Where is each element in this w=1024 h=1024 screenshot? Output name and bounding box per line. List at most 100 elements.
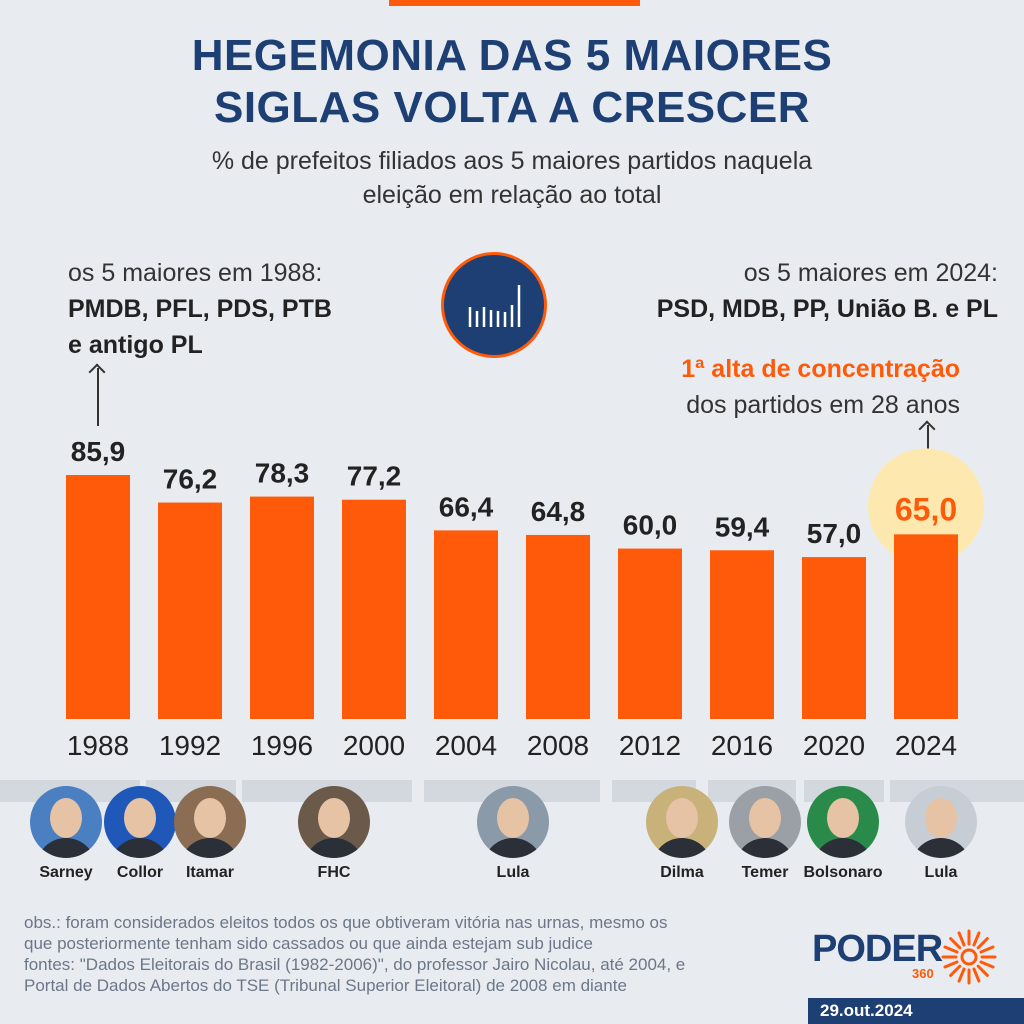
avatar-face xyxy=(497,798,529,838)
top-accent-bar xyxy=(389,0,640,6)
bar-2024 xyxy=(894,534,958,719)
bar-1992 xyxy=(158,502,222,719)
avatar xyxy=(477,786,549,858)
sun-logo-icon xyxy=(941,929,997,985)
avatar xyxy=(174,786,246,858)
value-label-1992: 76,2 xyxy=(163,464,218,495)
bar-1988 xyxy=(66,475,130,719)
avatar-suit xyxy=(735,838,795,858)
arrow-up-icon xyxy=(97,368,99,426)
x-tick-label: 2000 xyxy=(343,730,405,761)
x-tick-label: 2008 xyxy=(527,730,589,761)
avatar xyxy=(729,786,801,858)
president-name: Itamar xyxy=(185,864,235,881)
avatar xyxy=(905,786,977,858)
title-line-1: HEGEMONIA DAS 5 MAIORES xyxy=(191,31,833,80)
avatar-face xyxy=(50,798,82,838)
x-tick-label: 1992 xyxy=(159,730,221,761)
avatar-suit xyxy=(304,838,364,858)
publish-date: 29.out.2024 xyxy=(808,998,1024,1024)
value-label-1988: 85,9 xyxy=(71,436,126,467)
value-label-2016: 59,4 xyxy=(715,511,770,542)
avatar-suit xyxy=(813,838,873,858)
president-name: Lula xyxy=(924,864,958,881)
avatar-suit xyxy=(180,838,240,858)
avatar-suit xyxy=(911,838,971,858)
x-tick-label: 1996 xyxy=(251,730,313,761)
bar-2016 xyxy=(710,550,774,719)
obs-line-1: obs.: foram considerados eleitos todos o… xyxy=(24,913,668,932)
avatar-face xyxy=(124,798,156,838)
president-dilma: Dilma xyxy=(637,786,727,882)
subtitle-line-2: eleição em relação ao total xyxy=(362,181,662,209)
bar-2012 xyxy=(618,548,682,719)
x-tick-label: 2020 xyxy=(803,730,865,761)
note-2024: os 5 maiores em 2024: PSD, MDB, PP, Uniã… xyxy=(578,255,998,327)
avatar-face xyxy=(827,798,859,838)
avatar-face xyxy=(194,798,226,838)
avatar xyxy=(30,786,102,858)
president-collor: Collor xyxy=(95,786,185,882)
source-line-1: fontes: "Dados Eleitorais do Brasil (198… xyxy=(24,955,686,974)
president-name: Bolsonaro xyxy=(803,864,883,881)
avatar xyxy=(298,786,370,858)
concentration-note-rest: dos partidos em 28 anos xyxy=(686,391,960,419)
bar-2008 xyxy=(526,534,590,719)
president-name: Collor xyxy=(116,864,164,881)
president-itamar: Itamar xyxy=(165,786,255,882)
value-label-2004: 66,4 xyxy=(439,491,494,522)
president-lula: Lula xyxy=(468,786,558,882)
bar-2020 xyxy=(802,557,866,719)
x-tick-label: 2024 xyxy=(895,730,957,761)
chart-subtitle: % de prefeitos filiados aos 5 maiores pa… xyxy=(0,144,1024,212)
avatar-face xyxy=(318,798,350,838)
value-label-2012: 60,0 xyxy=(623,510,678,541)
avatar-face xyxy=(666,798,698,838)
bar-chart-icon xyxy=(441,252,547,358)
x-tick-label: 2016 xyxy=(711,730,773,761)
president-bolsonaro: Bolsonaro xyxy=(798,786,888,882)
president-sarney: Sarney xyxy=(21,786,111,882)
bar-1996 xyxy=(250,496,314,719)
subtitle-line-1: % de prefeitos filiados aos 5 maiores pa… xyxy=(211,147,813,175)
arrow-up-icon xyxy=(927,425,929,471)
president-name: Dilma xyxy=(660,864,704,881)
note-2024-line-2: PSD, MDB, PP, União B. e PL xyxy=(656,295,998,323)
bar-chart: 85,9 1988 76,2 1992 78,3 1996 77,2 2000 66,4 2004… xyxy=(66,436,984,761)
president-name: Lula xyxy=(496,864,530,881)
avatar-suit xyxy=(36,838,96,858)
avatar-suit xyxy=(483,838,543,858)
avatar-face xyxy=(749,798,781,838)
note-1988-line-2: PMDB, PFL, PDS, PTB xyxy=(68,295,332,323)
title-line-2: SIGLAS VOLTA A CRESCER xyxy=(213,83,811,132)
president-name: Temer xyxy=(741,864,789,881)
obs-line-2: que posteriormente tenham sido cassados … xyxy=(24,934,593,953)
chart-title: HEGEMONIA DAS 5 MAIORES SIGLAS VOLTA A C… xyxy=(0,30,1024,134)
source-line-2: Portal de Dados Abertos do TSE (Tribunal… xyxy=(24,976,627,995)
note-2024-line-1: os 5 maiores em 2024: xyxy=(743,259,998,287)
avatar-suit xyxy=(652,838,712,858)
x-tick-label: 2004 xyxy=(435,730,497,761)
president-temer: Temer xyxy=(720,786,810,882)
value-label-2008: 64,8 xyxy=(531,496,586,527)
avatar xyxy=(807,786,879,858)
concentration-note-bold: 1ª alta de concentração xyxy=(681,355,960,383)
value-label-1996: 78,3 xyxy=(255,458,310,489)
president-name: FHC xyxy=(317,864,351,881)
president-lula: Lula xyxy=(896,786,986,882)
avatar xyxy=(104,786,176,858)
avatar xyxy=(646,786,718,858)
president-name: Sarney xyxy=(39,864,93,881)
bar-2000 xyxy=(342,499,406,719)
bar-2004 xyxy=(434,530,498,719)
value-label-2000: 77,2 xyxy=(347,461,402,492)
note-1988: os 5 maiores em 1988: PMDB, PFL, PDS, PT… xyxy=(68,255,408,363)
note-1988-line-1: os 5 maiores em 1988: xyxy=(68,259,323,287)
avatar-face xyxy=(925,798,957,838)
value-label-2020: 57,0 xyxy=(807,518,862,549)
x-tick-label: 1988 xyxy=(67,730,129,761)
footnote: obs.: foram considerados eleitos todos o… xyxy=(24,912,804,996)
avatar-suit xyxy=(110,838,170,858)
value-label-2024: 65,0 xyxy=(895,491,957,527)
president-fhc: FHC xyxy=(289,786,379,882)
